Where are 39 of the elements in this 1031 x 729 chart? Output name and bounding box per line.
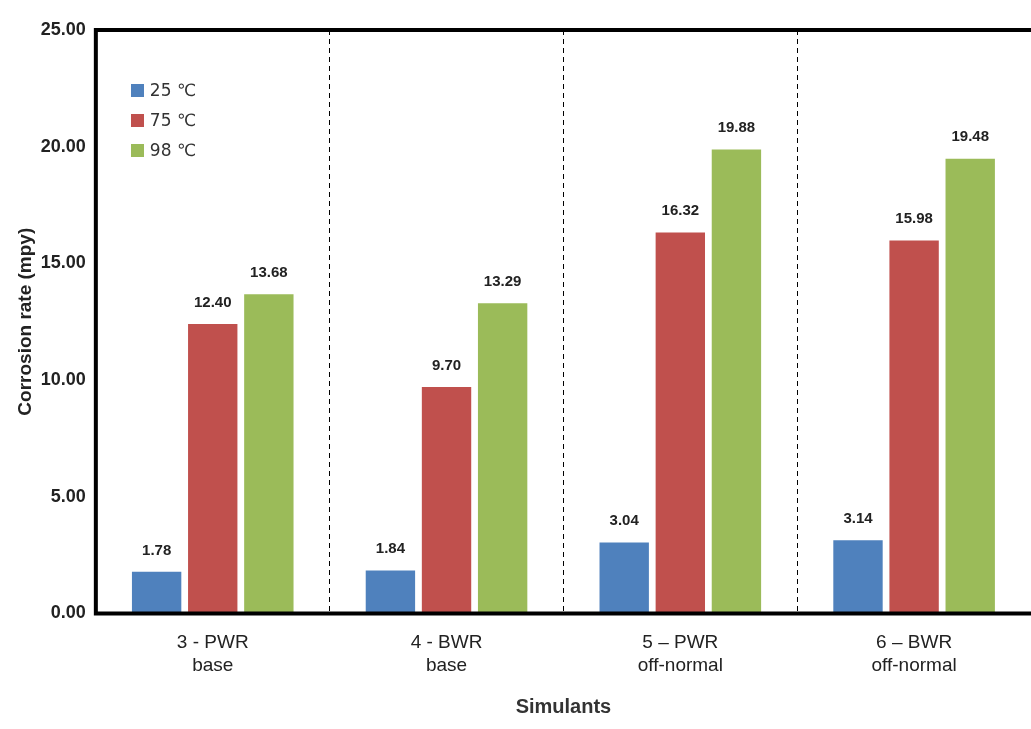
data-label: 19.48 — [951, 127, 989, 145]
y-axis-title: Corrosion rate (mpy) — [13, 227, 35, 416]
bar — [188, 324, 238, 614]
bar — [477, 303, 528, 614]
data-label: 3.04 — [609, 511, 640, 529]
x-tick-label: 5 – PWR off-normal — [637, 631, 723, 675]
y-tick-label: 10.00 — [40, 369, 86, 390]
legend-label: 98 ℃ — [149, 140, 196, 160]
y-tick-label: 0.00 — [50, 602, 86, 623]
y-tick-label: 5.00 — [50, 485, 86, 506]
bar — [365, 570, 416, 614]
bar — [421, 387, 472, 614]
y-tick-label: 25.00 — [40, 18, 86, 39]
legend-label: 75 ℃ — [149, 110, 196, 130]
data-label: 1.84 — [375, 539, 406, 557]
data-label: 1.78 — [142, 540, 172, 558]
x-axis-title: Simulants — [515, 694, 612, 717]
bar — [599, 542, 649, 614]
bar — [131, 571, 182, 614]
bar — [889, 240, 939, 614]
bar — [833, 540, 883, 614]
y-tick-label: 20.00 — [40, 135, 86, 156]
bar — [945, 158, 995, 614]
data-label: 13.29 — [483, 271, 522, 289]
x-tick-label: 3 - PWR base — [176, 631, 249, 675]
bar — [711, 149, 762, 614]
data-label: 9.70 — [431, 355, 462, 373]
data-label: 13.68 — [250, 262, 288, 280]
bar — [655, 232, 706, 614]
data-label: 19.88 — [717, 118, 756, 136]
data-label: 15.98 — [895, 209, 933, 227]
data-label: 3.14 — [843, 508, 874, 526]
data-label: 16.32 — [661, 201, 700, 219]
y-tick-label: 15.00 — [40, 252, 86, 273]
x-tick-label: 6 – BWR off-normal — [871, 631, 957, 675]
x-tick-label: 4 - BWR base — [410, 631, 483, 675]
legend-label: 25 ℃ — [149, 80, 196, 100]
data-label: 12.40 — [193, 292, 232, 310]
bar — [244, 294, 294, 614]
